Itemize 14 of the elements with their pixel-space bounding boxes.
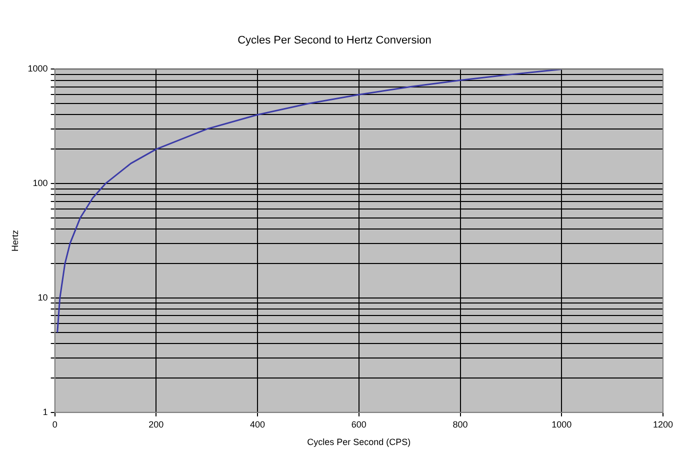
x-tick-label: 200 — [148, 419, 164, 430]
x-tick-label: 800 — [452, 419, 468, 430]
x-tick-label: 0 — [52, 419, 58, 430]
y-axis-title: Hertz — [10, 230, 20, 252]
y-tick-label: 100 — [32, 178, 48, 188]
x-tick-label: 400 — [250, 419, 266, 430]
y-tick-label: 10 — [38, 292, 48, 302]
x-tick-label: 1200 — [652, 419, 674, 430]
x-axis-title: Cycles Per Second (CPS) — [307, 437, 411, 448]
x-tick-label: 600 — [351, 419, 366, 430]
chart-title: Cycles Per Second to Hertz Conversion — [238, 34, 432, 47]
y-tick-label: 1000 — [28, 64, 48, 74]
x-tick-label: 1000 — [552, 419, 572, 430]
y-tick-label: 1 — [42, 406, 48, 417]
